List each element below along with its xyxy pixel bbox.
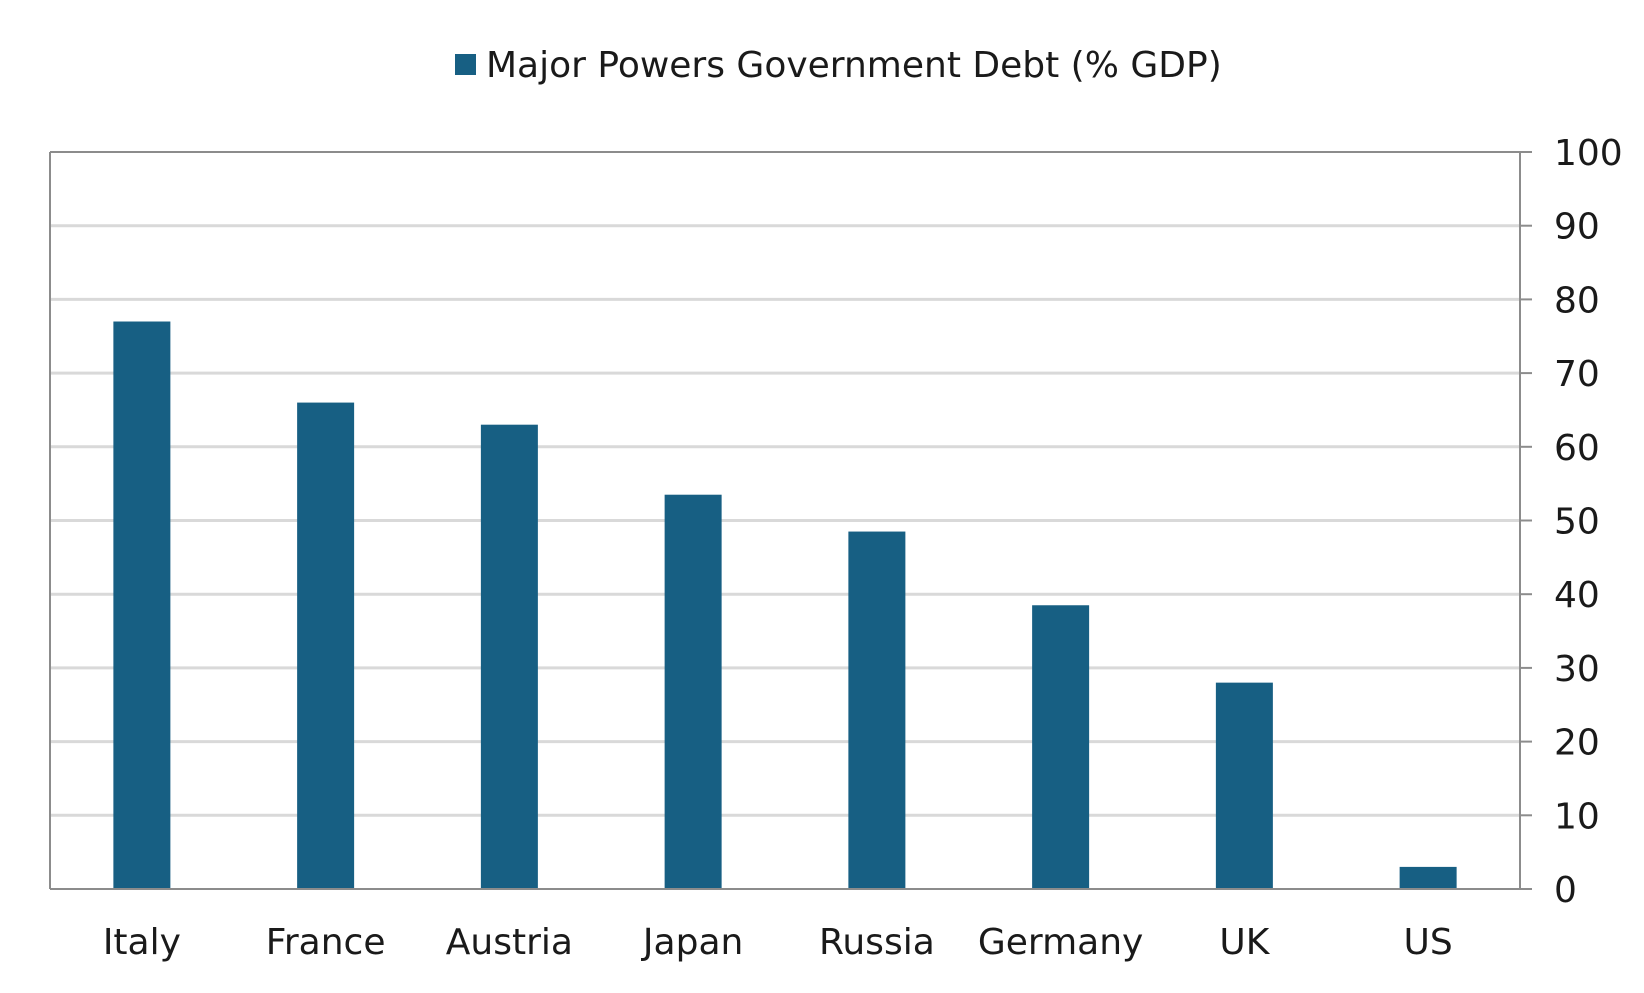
y-tick-label: 100 — [1554, 133, 1623, 174]
x-tick-label: Russia — [819, 922, 935, 963]
y-tick-label: 40 — [1554, 575, 1600, 616]
x-tick-labels: Italy France Austria Japan Russia Germany UK US — [103, 922, 1453, 963]
y-tick-labels: 0 10 20 30 40 50 60 70 80 90 100 — [1554, 133, 1623, 911]
legend-swatch — [455, 54, 476, 75]
y-tick-label: 70 — [1554, 354, 1600, 395]
bar — [113, 321, 171, 889]
x-tick-label: Italy — [103, 922, 181, 963]
y-tick-label: 10 — [1554, 796, 1600, 837]
x-tick-label: Japan — [641, 922, 743, 963]
bar — [1215, 682, 1273, 889]
axes — [49, 151, 1532, 890]
bars — [113, 321, 1457, 889]
legend: Major Powers Government Debt (% GDP) — [455, 45, 1222, 86]
x-tick-label: France — [266, 922, 386, 963]
bar — [664, 494, 722, 889]
x-tick-label: Germany — [978, 922, 1143, 963]
bar — [1399, 866, 1457, 889]
y-tick-label: 20 — [1554, 723, 1600, 764]
y-tick-label: 60 — [1554, 428, 1600, 469]
y-tick-label: 50 — [1554, 502, 1600, 543]
bar — [480, 424, 538, 889]
gridlines — [50, 224, 1520, 817]
y-tick-label: 0 — [1554, 870, 1577, 911]
bar — [1032, 605, 1090, 889]
bar — [297, 402, 355, 889]
legend-label: Major Powers Government Debt (% GDP) — [486, 45, 1222, 86]
x-tick-label: UK — [1219, 922, 1270, 963]
x-tick-label: US — [1404, 922, 1453, 963]
bar — [848, 531, 906, 889]
y-tick-label: 30 — [1554, 649, 1600, 690]
y-tick-label: 90 — [1554, 207, 1600, 248]
x-tick-label: Austria — [446, 922, 573, 963]
y-tick-label: 80 — [1554, 280, 1600, 321]
